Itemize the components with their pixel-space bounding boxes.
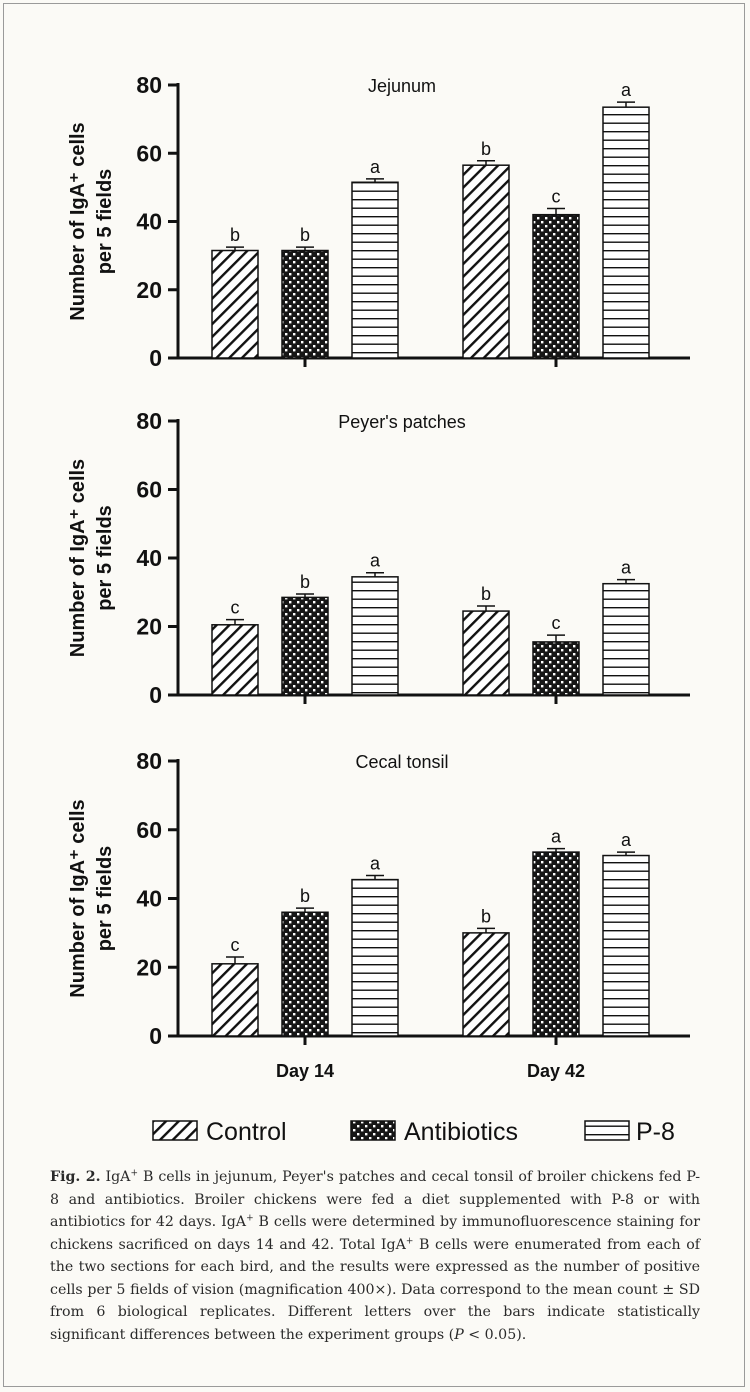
caption-p-symbol: P [454, 1326, 464, 1343]
bar-control [211, 249, 259, 359]
legend: Control Antibiotics P-8 [152, 1118, 675, 1146]
y-axis-label: Number of IgA⁺ cells per 5 fields [67, 122, 116, 320]
bar-antibiotics [532, 851, 580, 1037]
bar-p-8 [351, 181, 399, 359]
significance-letter: a [621, 558, 632, 578]
y-axis-label-line: per 5 fields [94, 505, 116, 611]
legend-label: Antibiotics [404, 1118, 518, 1146]
y-tick-label: 80 [136, 72, 162, 98]
significance-letter: b [481, 584, 491, 604]
bar-antibiotics [281, 596, 329, 696]
caption-part-1: B cells in jejunum, Peyer's patches and … [50, 1169, 700, 1230]
significance-letter: a [621, 830, 632, 850]
legend-swatch-p-8 [584, 1120, 630, 1141]
bar-p-8 [602, 106, 650, 359]
y-tick-label: 0 [149, 345, 162, 371]
bar-antibiotics [532, 213, 580, 359]
caption-iga-3: IgA [380, 1236, 406, 1253]
y-tick-label: 20 [136, 277, 162, 303]
y-tick-label: 80 [136, 408, 162, 434]
y-tick-label: 0 [149, 682, 162, 708]
y-axis-label: Number of IgA⁺ cells per 5 fields [67, 459, 116, 657]
significance-letter: a [621, 80, 632, 100]
caption-iga-2: IgA [221, 1214, 247, 1230]
bar-antibiotics [281, 911, 329, 1037]
y-tick-label: 40 [136, 209, 162, 235]
y-tick-label: 20 [136, 614, 162, 640]
legend-label: Control [206, 1118, 287, 1146]
significance-letter: a [370, 157, 381, 177]
bar-p-8 [602, 854, 650, 1037]
caption-sup-1: + [130, 1168, 138, 1179]
bar-p-8 [351, 576, 399, 696]
chart-title: Peyer's patches [338, 412, 466, 432]
category-label: Day 42 [527, 1061, 585, 1081]
y-axis-label-line: Number of IgA⁺ cells [67, 459, 89, 657]
y-axis-label-line: per 5 fields [94, 169, 116, 275]
chart-title: Jejunum [368, 76, 436, 96]
significance-letter: c [552, 613, 561, 633]
y-tick-label: 40 [136, 545, 162, 571]
y-tick-label: 40 [136, 886, 162, 912]
caption-sup-2: + [246, 1213, 254, 1224]
bar-control [462, 932, 510, 1037]
category-label: Day 14 [276, 1061, 334, 1081]
significance-letter: b [300, 886, 310, 906]
y-axis-label: Number of IgA⁺ cells per 5 fields [67, 799, 116, 997]
y-tick-label: 60 [136, 477, 162, 503]
y-tick-label: 60 [136, 140, 162, 166]
caption-sup-3: + [405, 1235, 414, 1246]
figure-frame [3, 3, 745, 1387]
y-axis-label-line: per 5 fields [94, 846, 116, 952]
significance-letter: b [481, 906, 491, 926]
significance-letter: b [481, 139, 491, 159]
legend-label: P-8 [636, 1118, 675, 1146]
chart-panel-3: 0 20 40 60 80 Day 14 Day 42 Number of IgA⁺ cell… [67, 748, 690, 1081]
significance-letter: a [370, 853, 381, 873]
y-tick-label: 0 [149, 1023, 162, 1049]
caption-part-4: < 0.05). [463, 1326, 527, 1343]
chart-panel-2: 0 20 40 60 80 Number of IgA⁺ cells per 5 field… [67, 408, 690, 708]
bar-antibiotics [532, 641, 580, 696]
legend-swatch-control [152, 1120, 198, 1141]
significance-letter: b [300, 225, 310, 245]
significance-letter: c [231, 935, 240, 955]
caption-part-3: B cells were enumerated from each of the… [50, 1236, 701, 1343]
significance-letter: b [300, 572, 310, 592]
bar-p-8 [351, 878, 399, 1037]
figure-caption: Fig. 2. IgA+ B cells in jejunum, Peyer's… [50, 1166, 700, 1346]
chart-panel-1: 0 20 40 60 80 Number of IgA⁺ cells per 5 field… [67, 72, 690, 371]
chart-title: Cecal tonsil [355, 752, 448, 772]
y-tick-label: 20 [136, 954, 162, 980]
significance-letter: b [230, 225, 240, 245]
caption-part-2: B cells were determined by immunofluores… [50, 1214, 700, 1253]
caption-iga-1: IgA [105, 1169, 131, 1185]
bar-control [462, 610, 510, 696]
bar-control [462, 164, 510, 359]
significance-letter: c [231, 598, 240, 618]
bar-control [211, 963, 259, 1037]
legend-swatch-antibiotics [350, 1120, 396, 1141]
bar-control [211, 624, 259, 696]
bar-antibiotics [281, 249, 329, 359]
y-tick-label: 80 [136, 748, 162, 774]
significance-letter: a [370, 551, 381, 571]
bar-p-8 [602, 582, 650, 696]
significance-letter: c [552, 187, 561, 207]
caption-fig-label: Fig. 2. [50, 1169, 101, 1185]
significance-letter: a [551, 827, 562, 847]
y-tick-label: 60 [136, 817, 162, 843]
y-axis-label-line: Number of IgA⁺ cells [67, 799, 89, 997]
y-axis-label-line: Number of IgA⁺ cells [67, 122, 89, 320]
